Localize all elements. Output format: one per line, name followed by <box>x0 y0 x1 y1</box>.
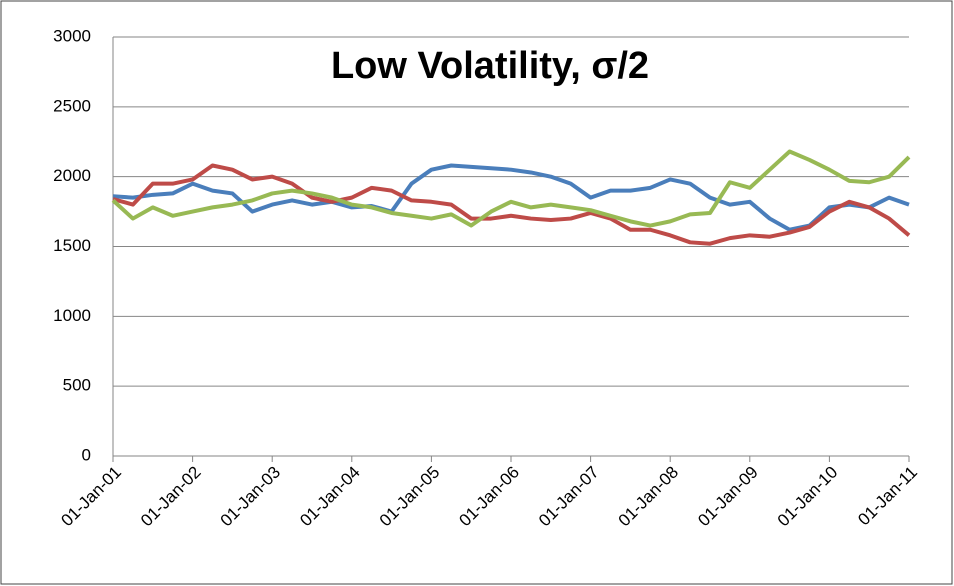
y-tick-label: 0 <box>82 445 91 464</box>
y-tick-label: 500 <box>63 376 91 395</box>
y-tick-label: 2000 <box>53 166 91 185</box>
y-tick-label: 2500 <box>53 96 91 115</box>
series-line <box>112 163 910 232</box>
y-tick-label: 3000 <box>53 26 91 45</box>
chart-title: Low Volatility, σ/2 <box>331 45 649 87</box>
series-line <box>112 163 911 246</box>
y-tick-label: 1000 <box>53 306 91 325</box>
y-tick-label: 1500 <box>53 236 91 255</box>
series-line <box>111 149 911 228</box>
